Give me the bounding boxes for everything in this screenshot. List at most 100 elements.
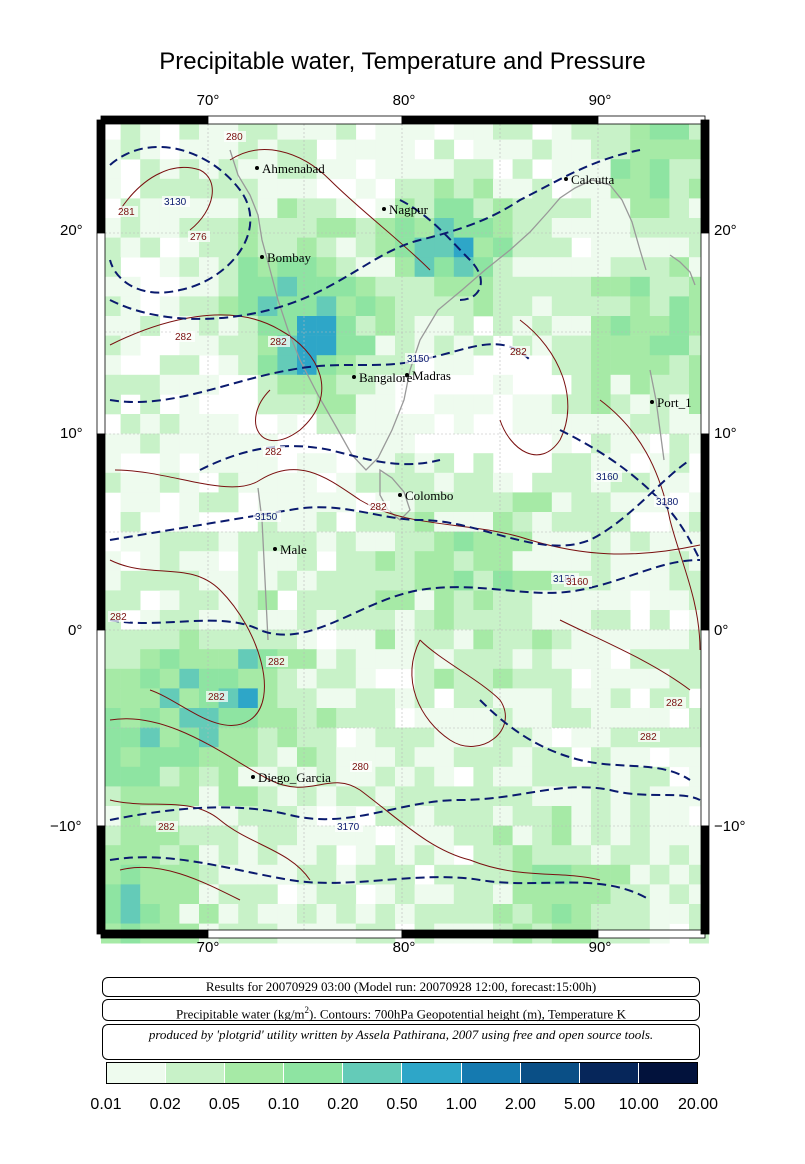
info-credits: produced by 'plotgrid' utility written b… [102,1024,700,1060]
pw-cell [630,845,651,866]
info-legend-sup: 2 [304,1005,310,1015]
pw-cell [297,178,317,199]
pw-cell [610,766,631,787]
pw-cell [355,845,376,866]
frame-tick-left [96,433,106,631]
lon-label-top-80: 80° [392,92,416,109]
pw-cell [493,649,513,670]
pw-cell [453,120,474,140]
pw-cell [493,374,513,395]
pw-cell [512,492,533,513]
pw-cell [375,159,396,180]
pw-cell [493,688,513,709]
pw-cell [649,531,670,552]
pw-cell [218,806,239,826]
contour-label: 282 [370,502,387,513]
pw-cell [591,276,611,297]
pw-cell [316,884,337,905]
pw-cell [630,570,651,591]
pw-cell [512,296,533,317]
pw-cell [395,296,415,317]
pw-cell [179,433,200,454]
pw-cell [414,688,435,709]
pw-cell [453,472,474,493]
pw-cell [179,570,200,591]
pw-cell [218,414,239,434]
pw-cell [120,864,141,885]
pw-cell [199,806,219,826]
contour-label: 282 [175,332,192,343]
pw-cell [630,139,651,160]
pw-cell [199,864,219,885]
pw-cell [159,845,180,866]
pw-cell [610,884,631,905]
pw-cell [277,629,298,650]
pw-cell [669,590,690,611]
pw-cell [395,766,415,787]
pw-cell [257,688,278,709]
pw-cell [630,355,651,376]
pw-cell [238,472,259,493]
coast-segment [379,468,411,521]
temp-contour [499,319,569,456]
pw-cell [591,904,611,924]
pw-cell [512,708,533,728]
pw-cell [179,316,200,336]
pw-cell [473,766,494,787]
pw-cell [630,120,651,140]
pw-cell [159,178,180,199]
pw-cell [493,747,513,768]
pw-cell [120,433,141,454]
pw-cell [297,727,317,748]
pw-cell [551,590,572,611]
pw-cell [140,433,161,454]
pw-cell [199,531,219,552]
pw-cell [297,198,317,219]
pw-cell [414,159,435,180]
pw-cell [355,688,376,709]
pw-cell [532,766,553,787]
pw-cell [512,276,533,297]
pw-cell [297,904,317,924]
pw-cell [571,139,592,160]
lon-label-top-70: 70° [196,92,220,109]
pw-cell [414,237,435,258]
pw-cell [610,747,631,768]
pw-cell [551,668,572,689]
pw-cell [395,218,415,238]
pw-cell [375,218,396,238]
pw-cell [355,727,376,748]
pw-cell [238,257,259,278]
pw-cell [257,257,278,278]
pw-cell [532,610,553,630]
pw-cell [218,629,239,650]
pw-cell [532,218,553,238]
pw-cell [473,472,494,493]
pw-cell [218,570,239,591]
pw-cell [316,492,337,513]
pw-cell [453,355,474,376]
pw-cell [316,453,337,474]
pw-cell [571,512,592,532]
pw-cell [316,335,337,356]
pw-cell [238,218,259,238]
pw-cell [434,159,455,180]
pw-cell [355,531,376,552]
pw-cell [316,786,337,807]
pw-cell [610,512,631,532]
pw-cell [218,590,239,611]
pw-cell [375,394,396,415]
city-dot [260,255,264,259]
pw-cell [238,884,259,905]
pw-cell [414,806,435,826]
pw-cell [571,453,592,474]
pw-cell [120,747,141,768]
pw-cell [473,237,494,258]
pw-cell [414,884,435,905]
pw-cell [140,492,161,513]
pw-cell [395,904,415,924]
pw-cell [297,531,317,552]
pw-cell [336,159,357,180]
pw-cell [414,276,435,297]
